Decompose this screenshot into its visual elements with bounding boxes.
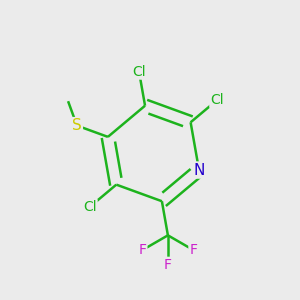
Text: F: F bbox=[138, 243, 146, 257]
Text: F: F bbox=[164, 258, 172, 272]
Text: F: F bbox=[189, 243, 197, 257]
Text: N: N bbox=[193, 163, 205, 178]
Text: Cl: Cl bbox=[132, 64, 146, 79]
Text: Cl: Cl bbox=[210, 93, 224, 107]
Text: Cl: Cl bbox=[83, 200, 97, 214]
Text: S: S bbox=[72, 118, 82, 133]
